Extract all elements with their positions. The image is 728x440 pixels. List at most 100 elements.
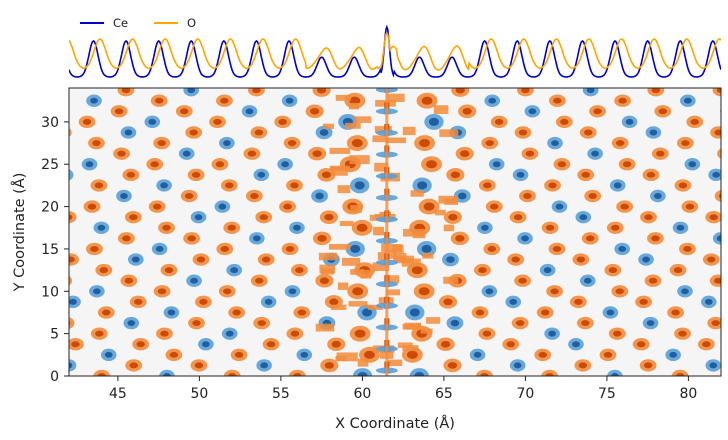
o-disorder-patch: [384, 250, 397, 259]
o-density-core: [545, 373, 554, 376]
o-density-core: [574, 298, 583, 305]
o-density-halo: [141, 73, 158, 85]
o-density-core: [317, 235, 327, 242]
o-density-core: [586, 235, 595, 242]
o-density-core: [199, 298, 208, 305]
o-density-core: [351, 139, 363, 148]
o-density-core: [426, 160, 437, 169]
ce-density-core: [492, 161, 501, 168]
o-density-core: [59, 278, 67, 284]
ce-density-halo: [51, 42, 67, 54]
o-density-core: [475, 309, 485, 316]
o-disorder-patch: [381, 243, 402, 252]
ce-density-core: [543, 267, 552, 274]
o-density-core: [681, 140, 690, 147]
o-density-core: [675, 373, 685, 376]
o-density-core: [278, 118, 287, 125]
ce-density-core: [315, 192, 324, 200]
o-density-core: [553, 97, 562, 104]
ce-density-core: [446, 256, 455, 263]
o-density-core: [152, 203, 162, 210]
o-density-core: [162, 224, 171, 231]
o-disorder-patch: [410, 190, 424, 197]
x-tick-label: 60: [353, 386, 371, 402]
o-disorder-patch: [385, 137, 407, 144]
ce-density-core: [120, 193, 128, 199]
o-density-core: [556, 55, 564, 61]
o-density-halo: [69, 127, 72, 137]
ce-density-core: [104, 351, 113, 358]
ce-density-core: [421, 244, 432, 253]
o-density-core: [714, 129, 721, 136]
ce-density-core: [97, 224, 106, 231]
o-disorder-patch: [373, 226, 385, 236]
o-disorder-patch: [387, 275, 400, 284]
o-density-core: [250, 193, 259, 199]
o-density-core: [87, 203, 97, 210]
y-tick-label: 30: [41, 115, 59, 131]
o-density-core: [620, 203, 629, 210]
o-density-core: [513, 214, 523, 221]
ce-density-core: [586, 88, 595, 94]
o-profile-line: [69, 31, 721, 72]
o-density-halo: [671, 369, 689, 376]
ce-density-core: [55, 45, 63, 51]
o-density-core: [121, 88, 131, 94]
o-density-core: [560, 118, 569, 125]
o-density-core: [257, 320, 266, 327]
o-density-core: [290, 330, 300, 337]
ce-density-core: [293, 224, 301, 231]
ce-density-core: [182, 150, 191, 157]
o-density-halo: [722, 63, 728, 75]
ce-density-core: [704, 298, 713, 305]
o-density-core: [418, 287, 430, 296]
ce-density-core: [485, 288, 494, 295]
o-density-core: [716, 88, 721, 94]
o-density-core: [448, 213, 458, 221]
o-density-core: [639, 298, 648, 305]
ce-density-core: [649, 129, 658, 136]
ce-density-core: [716, 235, 721, 242]
o-disorder-patch: [433, 105, 449, 115]
o-disorder-patch: [348, 301, 368, 307]
o-density-core: [494, 118, 504, 125]
o-density-core: [450, 171, 460, 179]
o-density-core: [651, 88, 661, 94]
o-density-core: [603, 351, 613, 358]
o-disorder-patch: [349, 155, 370, 165]
o-disorder-patch: [318, 252, 338, 261]
ce-density-core: [131, 256, 140, 263]
o-density-core: [643, 362, 653, 369]
o-density-core: [713, 277, 721, 284]
o-density-core: [52, 151, 60, 157]
ce-density-halo: [207, 73, 223, 85]
ce-density-halo: [159, 369, 175, 376]
ce-density-core: [160, 182, 168, 189]
o-density-core: [455, 88, 465, 94]
ce-density-core: [642, 256, 650, 263]
o-density-halo: [541, 369, 559, 376]
o-density-core: [576, 256, 586, 263]
o-density-core: [136, 341, 145, 348]
o-density-core: [581, 171, 590, 178]
o-density-core: [164, 267, 174, 274]
o-disorder-patch: [372, 135, 388, 143]
o-density-core: [487, 245, 497, 252]
o-density-core: [636, 341, 646, 348]
o-density-core: [646, 171, 656, 178]
o-density-core: [482, 330, 492, 337]
ce-density-core: [245, 108, 254, 115]
o-density-core: [702, 341, 711, 348]
o-density-core: [196, 256, 206, 263]
x-tick-label: 50: [190, 386, 208, 402]
ce-density-core: [621, 55, 629, 61]
o-density-core: [613, 330, 622, 337]
o-disorder-patch: [420, 328, 433, 334]
o-density-core: [352, 287, 364, 296]
o-density-core: [678, 182, 688, 189]
o-density-halo: [223, 369, 241, 376]
x-axis-label: X Coordinate (Å): [335, 415, 455, 432]
ce-density-core: [646, 320, 655, 327]
o-disorder-patch: [329, 147, 351, 154]
o-density-core: [593, 108, 602, 115]
